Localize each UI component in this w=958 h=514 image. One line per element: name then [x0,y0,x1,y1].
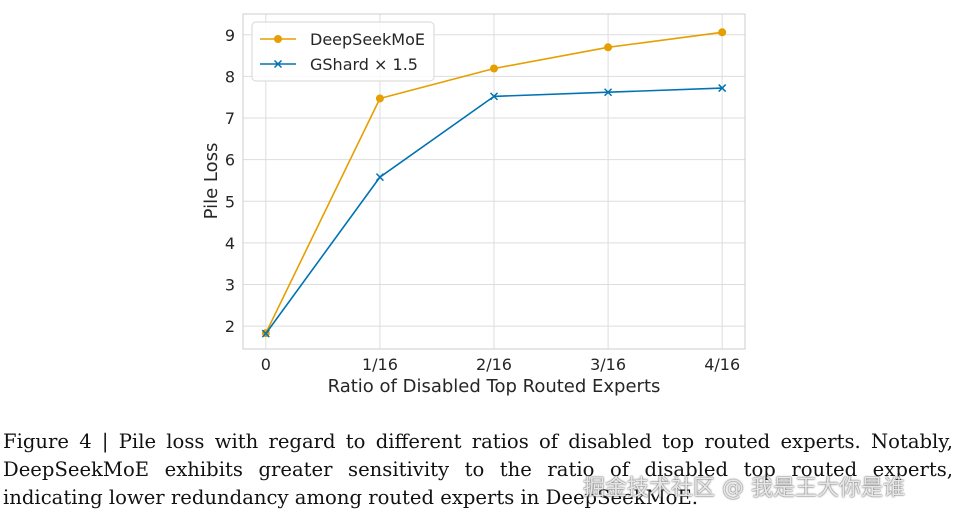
x-axis-label: Ratio of Disabled Top Routed Experts [328,376,661,397]
legend-marker-deepseekmoe [274,35,282,43]
y-tick-label: 9 [225,26,235,45]
data-point-deepseekmoe [604,43,613,52]
x-tick-label: 1/16 [362,355,398,374]
data-point-gshard-1-5 [375,173,384,182]
y-tick-label: 7 [225,109,235,128]
data-point-gshard-1-5 [261,329,270,338]
y-tick-label: 3 [225,275,235,294]
data-point-deepseekmoe [718,28,727,37]
watermark: 掘金技术社区 @ 我是王大你是谁 [583,476,905,501]
data-point-deepseekmoe [490,64,498,73]
x-tick-labels: 0 1/16 2/16 3/16 4/16 [261,355,740,374]
legend-label-deepseekmoe: DeepSeekMoE [310,30,425,49]
y-tick-label: 4 [225,234,235,253]
x-tick-label: 0 [261,355,271,374]
legend-label-gshard: GShard × 1.5 [310,55,418,74]
data-point-gshard-1-5 [489,92,499,101]
figure-caption: Figure 4 | Pile loss with regard to diff… [3,430,953,509]
y-tick-label: 2 [225,317,235,336]
legend: DeepSeekMoE GShard × 1.5 [251,21,435,82]
y-tick-label: 6 [225,151,235,170]
y-tick-label: 5 [225,192,235,211]
x-tick-label: 4/16 [704,355,740,374]
series-layer [261,28,727,338]
data-point-deepseekmoe [375,94,384,103]
legend-frame [251,21,435,82]
data-point-gshard-1-5 [718,84,727,93]
x-tick-label: 2/16 [476,355,512,374]
y-tick-labels: 2 3 4 5 6 7 8 9 [225,26,235,336]
plot-frame [242,13,746,350]
data-point-gshard-1-5 [604,88,613,97]
y-axis-label: Pile Loss [201,143,222,220]
x-tick-label: 3/16 [590,355,626,374]
chart: 2 3 4 5 6 7 8 9 0 1/16 2/16 3/16 4/16 Ratio of Disa… [201,13,746,397]
legend-marker-gshard [273,59,283,69]
y-tick-label: 8 [225,67,235,86]
